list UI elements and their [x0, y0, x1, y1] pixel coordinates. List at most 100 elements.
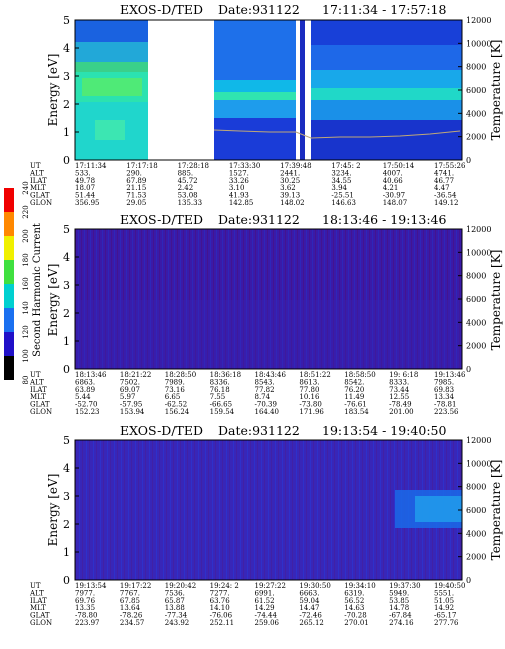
table-cell: 4007.: [383, 169, 403, 177]
colorbar-tick-label: 180: [22, 253, 30, 266]
panel-1-y2label: Temperature [K]: [489, 40, 503, 141]
table-cell: 19:34:10: [344, 582, 375, 590]
table-cell: -65.17: [434, 612, 456, 620]
table-cell: 18.07: [75, 184, 95, 192]
y2-tick-label: 6000: [466, 86, 486, 95]
y2-tick-label: 4000: [466, 109, 486, 118]
table-cell: 18:28:50: [165, 371, 196, 379]
table-cell: 7989.: [165, 378, 185, 386]
y-tick-label: 4: [63, 251, 70, 264]
table-cell: -67.84: [389, 612, 412, 620]
y-tick-label: 0: [63, 363, 70, 376]
colorbar-tick-label: 220: [22, 205, 30, 218]
panel-1-y-axis: 0 1 2 3 4 5: [63, 14, 79, 167]
y-tick-label: 1: [63, 335, 70, 348]
table-cell: -78.81: [434, 401, 456, 409]
panel-1-title: EXOS-D/TED: [120, 2, 203, 17]
table-row-label: UT: [30, 371, 41, 379]
table-cell: 14.63: [344, 604, 364, 612]
y2-tick-label: 10000: [466, 459, 491, 468]
table-cell: 53.85: [389, 597, 409, 605]
table-cell: 41.93: [229, 192, 249, 200]
table-cell: 171.96: [299, 408, 324, 416]
table-cell: 243.92: [165, 619, 190, 627]
y2-tick-label: 10000: [466, 39, 491, 48]
table-cell: 76.20: [344, 386, 364, 394]
table-cell: 71.53: [126, 192, 146, 200]
table-cell: 6663.: [299, 589, 319, 597]
table-cell: 11.49: [344, 393, 364, 401]
y2-tick-label: 12000: [466, 436, 491, 445]
table-cell: 67.85: [120, 597, 140, 605]
table-cell: 277.76: [434, 619, 459, 627]
table-cell: -30.97: [383, 192, 405, 200]
table-cell: 259.06: [255, 619, 280, 627]
table-cell: -70.28: [344, 612, 366, 620]
panel-2-y2label: Temperature [K]: [489, 250, 503, 351]
panel-1-temperature-trace: [213, 129, 461, 139]
table-cell: 4.47: [434, 184, 450, 192]
table-row-label: GLON: [30, 199, 52, 207]
table-row-label: GLAT: [30, 401, 50, 409]
table-cell: 17:39:48: [280, 162, 311, 170]
table-cell: 159.54: [210, 408, 235, 416]
table-row-label: GLON: [30, 408, 52, 416]
table-cell: 5551.: [434, 589, 454, 597]
y-tick-label: 3: [63, 490, 70, 503]
y2-tick-label: 0: [466, 365, 471, 374]
y-tick-label: 1: [63, 546, 70, 559]
y-tick-label: 2: [63, 307, 70, 320]
table-row-label: UT: [30, 162, 41, 170]
table-cell: 7985.: [434, 378, 454, 386]
panel-3-y2-axis: 0 2000 4000 6000 8000 10000 12000: [458, 436, 491, 585]
y2-tick-label: 8000: [466, 483, 486, 492]
table-cell: 53.08: [178, 192, 198, 200]
table-cell: -73.80: [299, 401, 321, 409]
table-cell: 21.15: [126, 184, 146, 192]
table-cell: 152.23: [75, 408, 100, 416]
panel-3-title: EXOS-D/TED: [120, 423, 203, 438]
table-cell: 77.82: [255, 386, 275, 394]
table-cell: 18:36:18: [210, 371, 241, 379]
table-cell: 17:50:14: [383, 162, 415, 170]
table-cell: 76.18: [210, 386, 230, 394]
table-cell: 39.13: [280, 192, 300, 200]
table-row-label: ALT: [29, 169, 44, 177]
table-cell: -74.44: [255, 612, 278, 620]
table-cell: 3.62: [280, 184, 296, 192]
table-cell: 3.94: [331, 184, 347, 192]
table-cell: 19:17:22: [120, 582, 151, 590]
table-cell: 51.44: [75, 192, 96, 200]
table-cell: 6319.: [344, 589, 364, 597]
table-cell: 73.16: [165, 386, 186, 394]
panel-2-y2-axis: 0 2000 4000 6000 8000 10000 12000: [458, 225, 491, 374]
panel-2-date: Date:931122: [218, 212, 300, 227]
table-cell: 8.74: [255, 393, 271, 401]
table-cell: 146.63: [331, 199, 356, 207]
colorbar-tick-label: 120: [22, 325, 30, 338]
table-cell: 223.97: [75, 619, 100, 627]
table-cell: 5.97: [120, 393, 136, 401]
panel-2-time-range: 18:13:46 - 19:13:46: [322, 212, 446, 227]
colorbar-tick-label: 100: [22, 349, 30, 362]
table-cell: 17:55:26: [434, 162, 466, 170]
table-cell: 19: 6:18: [389, 371, 418, 379]
table-cell: 17:28:18: [178, 162, 209, 170]
table-cell: 3234.: [331, 169, 351, 177]
y-tick-label: 3: [63, 279, 70, 292]
table-cell: 8543.: [255, 378, 275, 386]
colorbar-tick-label: 160: [22, 277, 30, 290]
table-cell: -25.51: [331, 192, 353, 200]
colorbar-label: Second Harmonic Current: [32, 223, 43, 357]
table-cell: 3.10: [229, 184, 245, 192]
table-cell: 40.66: [383, 177, 404, 185]
table-cell: 7536.: [165, 589, 185, 597]
table-cell: 142.85: [229, 199, 254, 207]
table-cell: 77.80: [299, 386, 319, 394]
table-cell: 2.42: [178, 184, 194, 192]
table-row-label: ILAT: [30, 597, 47, 605]
y-tick-label: 0: [63, 574, 70, 587]
colorbar: 80 100 120 140 160 180 200 220 240 Second Harmon…: [4, 181, 43, 384]
table-row-label: ALT: [29, 589, 44, 597]
table-cell: 13.35: [75, 604, 95, 612]
